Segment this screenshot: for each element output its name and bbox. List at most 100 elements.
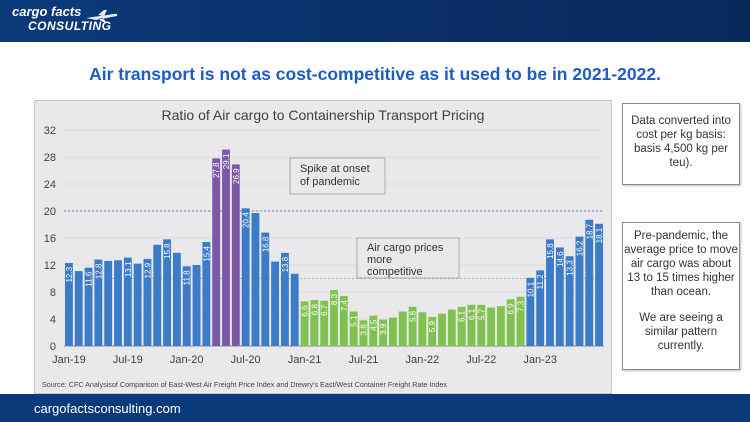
bar bbox=[496, 306, 505, 346]
bar-data-label: 13.8 bbox=[281, 256, 290, 272]
bar bbox=[595, 223, 604, 346]
annotation-box-spike bbox=[289, 157, 386, 195]
bar bbox=[546, 239, 554, 346]
bar-data-label: 14.6 bbox=[556, 251, 565, 267]
bar bbox=[467, 304, 476, 346]
bar bbox=[536, 270, 545, 346]
bar-data-label: 5.8 bbox=[409, 310, 418, 322]
annotation-competitive-line: Air cargo prices bbox=[367, 242, 444, 254]
annotation-competitive-line: competitive bbox=[367, 266, 423, 278]
page-headline: Air transport is not as cost-competitive… bbox=[89, 64, 661, 84]
bar-data-label: 20.4 bbox=[242, 212, 251, 228]
bar-data-label: 18.7 bbox=[585, 223, 594, 239]
bar bbox=[222, 149, 230, 346]
bar bbox=[388, 317, 397, 346]
y-tick-label: 16 bbox=[44, 233, 56, 245]
bar-data-label: 11.6 bbox=[85, 271, 94, 287]
callout-data-note: Data converted into cost per kg basis: b… bbox=[622, 103, 740, 185]
bar-data-label: 7.4 bbox=[340, 300, 349, 312]
bar-data-label: 16.2 bbox=[575, 240, 584, 256]
x-tick-label: Jul-19 bbox=[113, 354, 143, 366]
bar-data-label: 10.1 bbox=[526, 281, 535, 297]
bar bbox=[261, 232, 270, 346]
bar-data-label: 29.1 bbox=[222, 153, 231, 169]
bar bbox=[271, 261, 280, 346]
y-tick-label: 4 bbox=[50, 314, 56, 326]
footer-url[interactable]: cargofactsconsulting.com bbox=[34, 401, 181, 416]
top-banner: cargo facts CONSULTING bbox=[0, 0, 750, 42]
bar bbox=[133, 263, 142, 346]
bar bbox=[418, 312, 427, 346]
bar bbox=[310, 300, 319, 346]
y-tick-label: 8 bbox=[50, 287, 56, 299]
bar-data-label: 11.2 bbox=[536, 274, 545, 290]
bar bbox=[349, 311, 358, 346]
bar bbox=[290, 273, 299, 346]
bar bbox=[163, 239, 172, 346]
bar-data-label: 3.8 bbox=[359, 324, 368, 336]
bar bbox=[516, 296, 525, 346]
annotation-spike: Spike at onset of pandemic bbox=[300, 163, 370, 188]
bar-data-label: 13.1 bbox=[124, 261, 133, 277]
bar bbox=[339, 296, 348, 346]
y-tick-label: 12 bbox=[44, 260, 56, 272]
bar-data-label: 16.8 bbox=[261, 236, 270, 252]
bar bbox=[300, 301, 309, 346]
callout-pattern-text: We are seeing a similar pattern currentl… bbox=[639, 312, 723, 352]
logo-line-1: cargo facts bbox=[12, 4, 82, 19]
brand-logo: cargo facts CONSULTING bbox=[12, 4, 112, 34]
bar bbox=[585, 219, 594, 346]
bar-data-label: 6.7 bbox=[320, 304, 329, 316]
bar bbox=[330, 289, 338, 346]
bar-data-label: 15.4 bbox=[202, 246, 211, 262]
bar-data-label: 6.8 bbox=[310, 304, 319, 316]
y-tick-label: 0 bbox=[50, 341, 56, 353]
bar bbox=[153, 244, 162, 346]
bar-data-label: 5.1 bbox=[350, 315, 359, 327]
bar bbox=[84, 267, 93, 346]
bar-data-label: 4.5 bbox=[369, 319, 378, 331]
bar-data-label: 27.8 bbox=[212, 162, 221, 178]
bar-data-label: 6.1 bbox=[467, 308, 476, 320]
bar-data-label: 11.8 bbox=[183, 270, 192, 286]
bar bbox=[398, 311, 407, 346]
bar-data-label: 12.8 bbox=[94, 263, 103, 279]
bar-data-label: 5.7 bbox=[477, 308, 486, 320]
x-tick-label: Jan-23 bbox=[523, 354, 557, 366]
bar bbox=[359, 320, 368, 346]
bar bbox=[575, 236, 584, 346]
annotation-competitive-line: more bbox=[367, 254, 392, 266]
bar-data-label: 15.8 bbox=[163, 243, 172, 259]
bar bbox=[104, 260, 113, 346]
bar-data-label: 13.3 bbox=[566, 260, 575, 276]
callout-data-note-text: Data converted into cost per kg basis: b… bbox=[631, 115, 731, 169]
bar bbox=[123, 257, 132, 346]
bar bbox=[369, 315, 378, 346]
annotation-spike-line: of pandemic bbox=[300, 176, 360, 188]
bar-data-label: 12.9 bbox=[143, 262, 152, 278]
bar-data-label: 18.1 bbox=[595, 227, 604, 243]
bar bbox=[477, 304, 486, 346]
callout-pre-pandemic: Pre-pandemic, the average price to move … bbox=[622, 222, 740, 370]
bar-data-label: 5.9 bbox=[428, 320, 437, 332]
y-tick-label: 24 bbox=[44, 179, 56, 191]
bar bbox=[64, 262, 73, 346]
bar-data-label: 6.9 bbox=[507, 303, 516, 315]
bar bbox=[555, 247, 564, 346]
bar bbox=[172, 252, 181, 346]
bar bbox=[457, 306, 466, 346]
bar bbox=[447, 309, 456, 346]
annotation-competitive: Air cargo prices more competitive bbox=[367, 242, 444, 278]
bar-data-label: 15.8 bbox=[546, 243, 555, 259]
bar bbox=[241, 208, 250, 346]
bar bbox=[280, 252, 289, 346]
bar bbox=[114, 260, 122, 346]
x-tick-label: Jul-22 bbox=[466, 354, 496, 366]
callout-pre-pandemic-text: Pre-pandemic, the average price to move … bbox=[624, 230, 738, 298]
logo-line-2: CONSULTING bbox=[28, 19, 112, 33]
bar-data-label: 6.1 bbox=[458, 310, 467, 322]
footer-bar: cargofactsconsulting.com bbox=[0, 394, 750, 422]
bar-data-label: 26.9 bbox=[232, 168, 241, 184]
annotation-spike-line: Spike at onset bbox=[300, 163, 370, 175]
bar bbox=[408, 306, 417, 346]
